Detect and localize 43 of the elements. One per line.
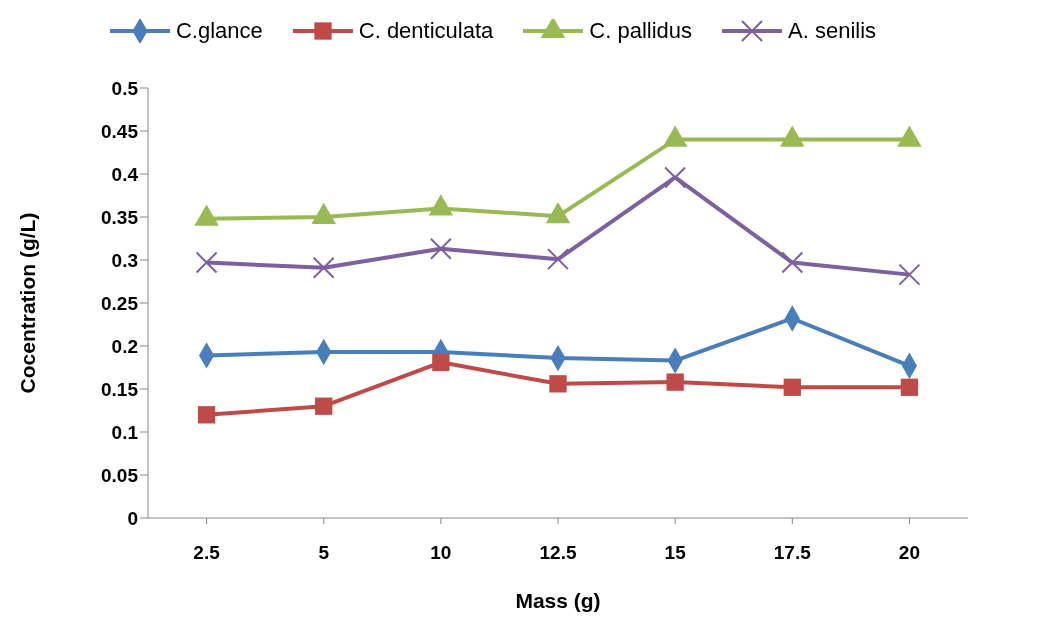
y-tick-label: 0.5	[111, 77, 139, 99]
y-tick-label: 0.4	[111, 163, 139, 185]
point	[545, 201, 571, 224]
y-tick-label: 0.45	[101, 120, 139, 142]
legend-label: C. pallidus	[589, 18, 693, 44]
point	[783, 378, 801, 396]
y-tick-label: 0.1	[111, 421, 139, 443]
x-tick-label: 15	[664, 542, 687, 564]
x-tick-label: 17.5	[773, 542, 812, 564]
y-axis-title: Cocentration (g/L)	[16, 212, 40, 394]
x-tick-label: 2.5	[193, 542, 221, 564]
point	[781, 251, 804, 274]
point	[666, 373, 684, 391]
y-tick-label: 0.05	[101, 464, 139, 486]
legend-label: A. senilis	[788, 18, 877, 44]
point	[900, 378, 919, 396]
point	[312, 256, 335, 279]
point	[197, 406, 216, 424]
x-tick-label: 12.5	[539, 542, 577, 564]
y-tick-label: 0.15	[101, 378, 139, 400]
y-tick-label: 0.35	[101, 206, 139, 228]
point	[780, 125, 805, 147]
point	[432, 353, 450, 371]
point	[429, 237, 452, 260]
legend-label: C. denticulata	[358, 18, 494, 44]
y-tick-label: 0.25	[101, 292, 139, 314]
point	[195, 251, 218, 274]
point	[428, 194, 454, 216]
point	[898, 263, 921, 286]
x-axis-title: Mass (g)	[515, 589, 601, 612]
x-tick-label: 20	[898, 542, 920, 564]
legend-label: C.glance	[175, 18, 263, 44]
point	[315, 397, 333, 415]
point	[194, 204, 219, 226]
y-tick-label: 0.2	[111, 335, 138, 357]
point	[311, 202, 336, 225]
point	[662, 125, 688, 147]
point	[549, 375, 567, 393]
x-tick-label: 10	[430, 542, 452, 564]
y-tick-label: 0.3	[111, 249, 138, 271]
y-tick-label: 0	[127, 507, 138, 529]
x-tick-label: 5	[318, 542, 330, 564]
point	[897, 125, 922, 147]
